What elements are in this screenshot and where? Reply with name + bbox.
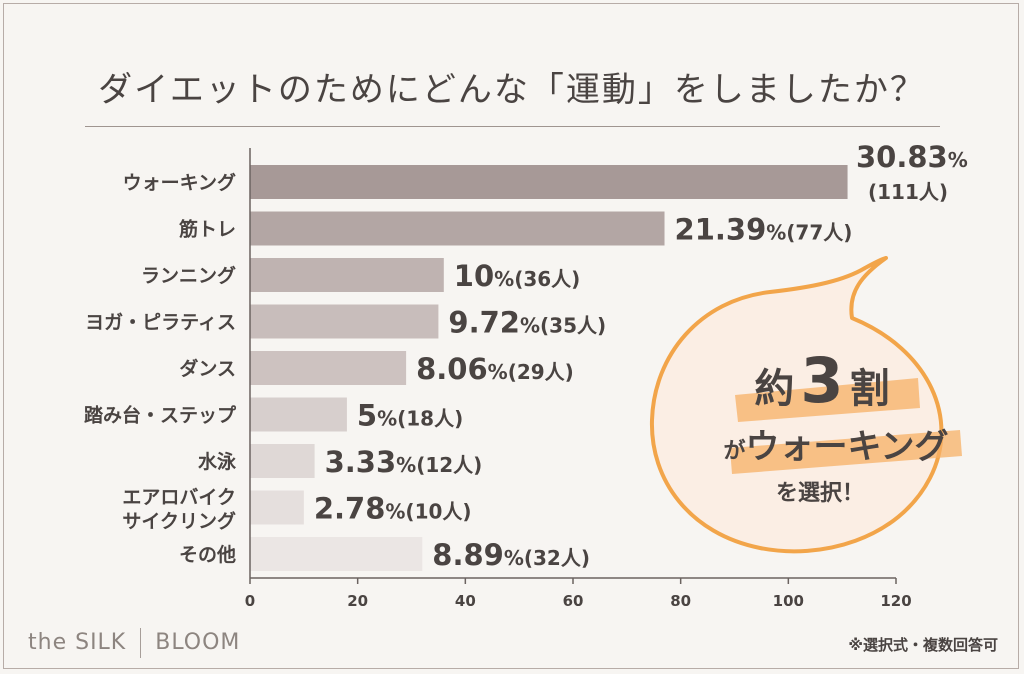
data-label: 8.89%(32人)	[432, 538, 590, 572]
bar	[250, 211, 665, 246]
x-tick-label: 40	[455, 592, 476, 610]
count-label: (111人)	[868, 180, 948, 204]
data-label: 10%(36人)	[454, 259, 581, 293]
category-label: 筋トレ	[179, 218, 236, 241]
data-label: 8.06%(29人)	[416, 352, 574, 386]
bar	[250, 351, 407, 385]
brand-left: the SILK	[28, 630, 127, 655]
bar	[250, 258, 444, 292]
category-label: ダンス	[179, 357, 236, 380]
data-label: 2.78%(10人)	[314, 492, 472, 526]
bar	[250, 304, 439, 339]
bar	[250, 165, 848, 199]
data-label: 9.72%(35人)	[448, 306, 606, 340]
x-tick-label: 20	[347, 592, 368, 610]
bar	[250, 490, 304, 525]
category-label: その他	[179, 543, 236, 566]
highlight-stroke	[735, 378, 920, 422]
brand-divider	[140, 628, 142, 658]
x-tick-label: 120	[880, 592, 911, 610]
bar	[250, 397, 347, 432]
chart-title: ダイエットのためにどんな「運動」をしましたか？	[98, 70, 926, 110]
x-tick-label: 100	[773, 592, 804, 610]
brand-right: BLOOM	[155, 630, 241, 655]
category-label: エアロバイクサイクリング	[122, 487, 236, 533]
footnote: ※選択式・複数回答可	[848, 636, 998, 654]
chart-frame	[3, 3, 1019, 669]
data-label: 3.33%(12人)	[325, 445, 483, 479]
x-tick-label: 80	[670, 592, 691, 610]
category-label: ウォーキング	[123, 171, 236, 194]
category-label: ヨガ・ピラティス	[85, 312, 236, 334]
category-label: 踏み台・ステップ	[84, 404, 237, 427]
bar	[250, 444, 315, 478]
title-divider	[85, 126, 940, 127]
category-label: ランニング	[141, 264, 236, 287]
x-tick-label: 60	[563, 592, 584, 610]
callout-line1: 約3 割	[754, 344, 889, 417]
data-label: 21.39%(77人)	[675, 213, 853, 247]
brand-logo: the SILK BLOOM	[28, 628, 240, 658]
highlight-stroke	[730, 430, 962, 474]
callout-line3: を選択！	[776, 481, 864, 506]
bar	[250, 537, 423, 571]
callout-line2: がウォーキング	[724, 427, 949, 467]
data-label: 5%(18人)	[357, 399, 463, 433]
x-tick-label: 0	[245, 592, 255, 610]
data-label: 30.83%	[856, 140, 968, 174]
category-label: 水泳	[198, 450, 237, 473]
